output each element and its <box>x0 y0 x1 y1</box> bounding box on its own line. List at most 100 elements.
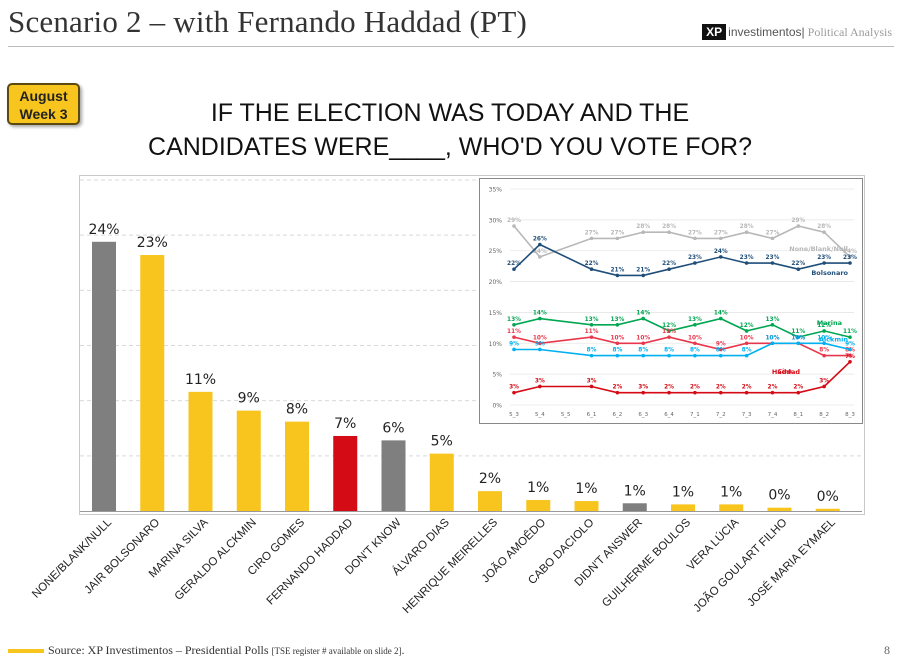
series-data-label: 27% <box>585 230 599 236</box>
xp-logo: XP investimentos | Political Analysis <box>702 24 892 40</box>
category-label: FERNANDO HADDAD <box>265 517 356 608</box>
series-data-label: 3% <box>509 385 519 391</box>
series-point <box>770 341 775 346</box>
series-data-label: 23% <box>688 255 702 261</box>
page-number: 8 <box>884 643 890 657</box>
series-data-label: 2% <box>716 385 726 391</box>
source-text: Source: XP Investimentos – Presidential … <box>48 643 269 657</box>
series-point <box>718 255 723 259</box>
series-data-label: 22% <box>791 261 805 267</box>
series-name-label: Bolsonaro <box>811 269 848 277</box>
inset-x-tick: 5_4 <box>535 412 545 418</box>
series-data-label: 2% <box>742 385 752 391</box>
series-data-label: 29% <box>791 218 805 224</box>
series-data-label: 8% <box>690 348 700 354</box>
series-data-label: 21% <box>610 267 624 273</box>
series-data-label: 10% <box>766 335 780 341</box>
series-data-label: 27% <box>714 230 728 236</box>
inset-y-tick: 5% <box>492 372 502 379</box>
series-data-label: 12% <box>817 323 831 329</box>
series-data-label: 10% <box>533 335 547 341</box>
series-data-label: 28% <box>817 224 831 230</box>
bar-value-label: 0% <box>817 489 839 505</box>
series-data-label: 24% <box>533 249 547 255</box>
bar <box>285 421 309 511</box>
series-data-label: 23% <box>766 255 780 261</box>
inset-x-tick: 8_2 <box>819 412 829 418</box>
series-data-label: 10% <box>610 335 624 341</box>
bar <box>719 504 744 511</box>
series-data-label: 13% <box>766 317 780 323</box>
title-divider <box>8 46 894 47</box>
bar-value-label: 11% <box>185 372 216 388</box>
series-data-label: 14% <box>533 311 547 317</box>
bar <box>671 504 695 511</box>
series-data-label: 8% <box>716 348 726 354</box>
series-point <box>693 322 697 327</box>
series-data-label: 27% <box>610 230 624 236</box>
series-data-label: 10% <box>766 335 780 341</box>
series-point <box>667 390 671 395</box>
series-data-label: 24% <box>714 249 728 255</box>
source-note: Source: XP Investimentos – Presidential … <box>48 643 405 658</box>
series-point <box>667 230 671 234</box>
bar-value-label: 5% <box>431 434 453 450</box>
category-label: HENRIQUE MEIRELLES <box>401 516 501 616</box>
series-data-label: 7% <box>845 354 855 360</box>
bar-value-label: 8% <box>286 402 308 418</box>
series-point <box>796 224 801 228</box>
series-point <box>589 384 594 389</box>
series-point <box>744 261 749 265</box>
inset-y-tick: 0% <box>492 403 502 410</box>
series-point <box>822 384 826 389</box>
series-data-label: 8% <box>742 348 752 354</box>
series-point <box>848 261 852 265</box>
category-label: GUILHERME BOULOS <box>600 516 693 609</box>
series-data-label: 3% <box>587 378 597 384</box>
series-point <box>538 255 542 259</box>
series-point <box>641 273 646 278</box>
bar-value-label: 0% <box>768 488 790 504</box>
series-data-label: 13% <box>610 317 624 323</box>
series-data-label: 24% <box>843 249 857 255</box>
inset-x-tick: 7_2 <box>716 412 726 418</box>
series-point <box>538 316 542 321</box>
series-point <box>589 353 594 358</box>
inset-y-tick: 35% <box>489 187 503 194</box>
series-data-label: 9% <box>535 341 545 347</box>
series-data-label: 8% <box>664 348 674 354</box>
series-data-label: 28% <box>636 224 650 230</box>
bar-value-label: 1% <box>624 483 646 499</box>
series-data-label: 13% <box>507 317 521 323</box>
series-data-label: 21% <box>636 267 650 273</box>
series-point <box>718 353 723 358</box>
series-point <box>538 242 542 247</box>
series-point <box>641 390 646 395</box>
logo-brand: investimentos <box>728 25 802 39</box>
series-point <box>512 322 516 327</box>
bar <box>478 491 502 511</box>
bar <box>92 241 116 511</box>
series-name-label: Haddad <box>772 368 801 376</box>
series-data-label: 8% <box>612 348 622 354</box>
series-data-label: 11% <box>843 329 857 335</box>
series-data-label: 22% <box>662 261 676 267</box>
series-point <box>589 322 594 327</box>
series-data-label: 12% <box>662 323 676 329</box>
series-data-label: 10% <box>791 335 805 341</box>
inset-x-tick: 8_3 <box>845 412 855 418</box>
series-data-label: 10% <box>740 335 754 341</box>
series-data-label: 3% <box>535 378 545 384</box>
series-point <box>641 316 646 321</box>
inset-y-tick: 30% <box>489 217 503 224</box>
series-data-label: 3% <box>638 385 648 391</box>
series-point <box>512 335 516 339</box>
series-point <box>615 236 620 241</box>
series-line <box>514 342 851 357</box>
bar <box>236 410 261 511</box>
bar <box>188 391 213 511</box>
category-label: JOÃO GOULART FILHO <box>691 516 790 615</box>
series-point <box>589 267 594 272</box>
bar <box>140 255 165 511</box>
series-data-label: 11% <box>585 329 599 335</box>
